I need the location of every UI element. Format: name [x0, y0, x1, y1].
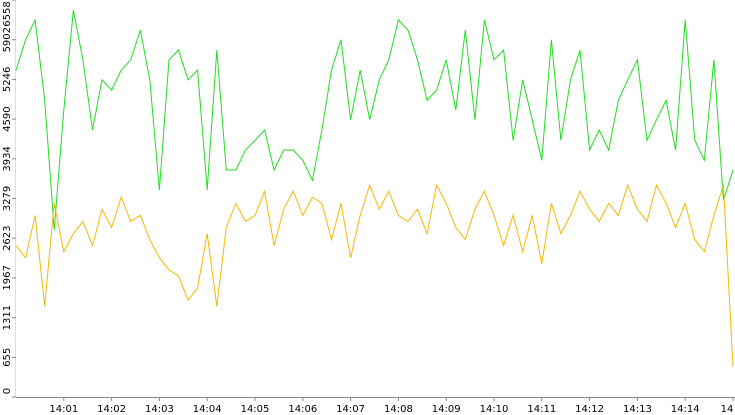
y-tick-label: 2623 — [2, 225, 13, 250]
x-tick-label: 14:09 — [432, 404, 461, 415]
x-tick-label: 14:01 — [49, 404, 78, 415]
y-tick-label: 3279 — [2, 186, 13, 211]
x-tick-label: 14:03 — [145, 404, 174, 415]
x-tick-label: 14:12 — [575, 404, 604, 415]
y-tick-label: 0 — [2, 388, 13, 394]
y-tick-label: 5246 — [2, 67, 13, 92]
y-tick-label: 4590 — [2, 106, 13, 131]
x-tick-label: 14:13 — [623, 404, 652, 415]
x-tick-label: 14:04 — [193, 404, 222, 415]
x-tick-label: 14:11 — [527, 404, 556, 415]
y-tick-label: 1967 — [2, 265, 13, 290]
y-tick-label: 655 — [2, 348, 13, 367]
x-tick-label: 14 — [721, 404, 734, 415]
y-tick-label: 3934 — [2, 146, 13, 171]
y-tick-label: 5902 — [2, 27, 13, 52]
x-tick-label: 14:08 — [384, 404, 413, 415]
x-tick-label: 14:07 — [336, 404, 365, 415]
y-tick-label: 1311 — [2, 305, 13, 330]
y-tick-label: 6558 — [2, 1, 13, 26]
series-line — [15, 10, 734, 230]
x-tick-label: 14:02 — [97, 404, 126, 415]
x-tick-label: 14:06 — [288, 404, 317, 415]
series-line — [15, 183, 734, 367]
x-tick-label: 14:05 — [241, 404, 270, 415]
x-tick-label: 14:14 — [671, 404, 700, 415]
x-tick-label: 14:10 — [480, 404, 509, 415]
